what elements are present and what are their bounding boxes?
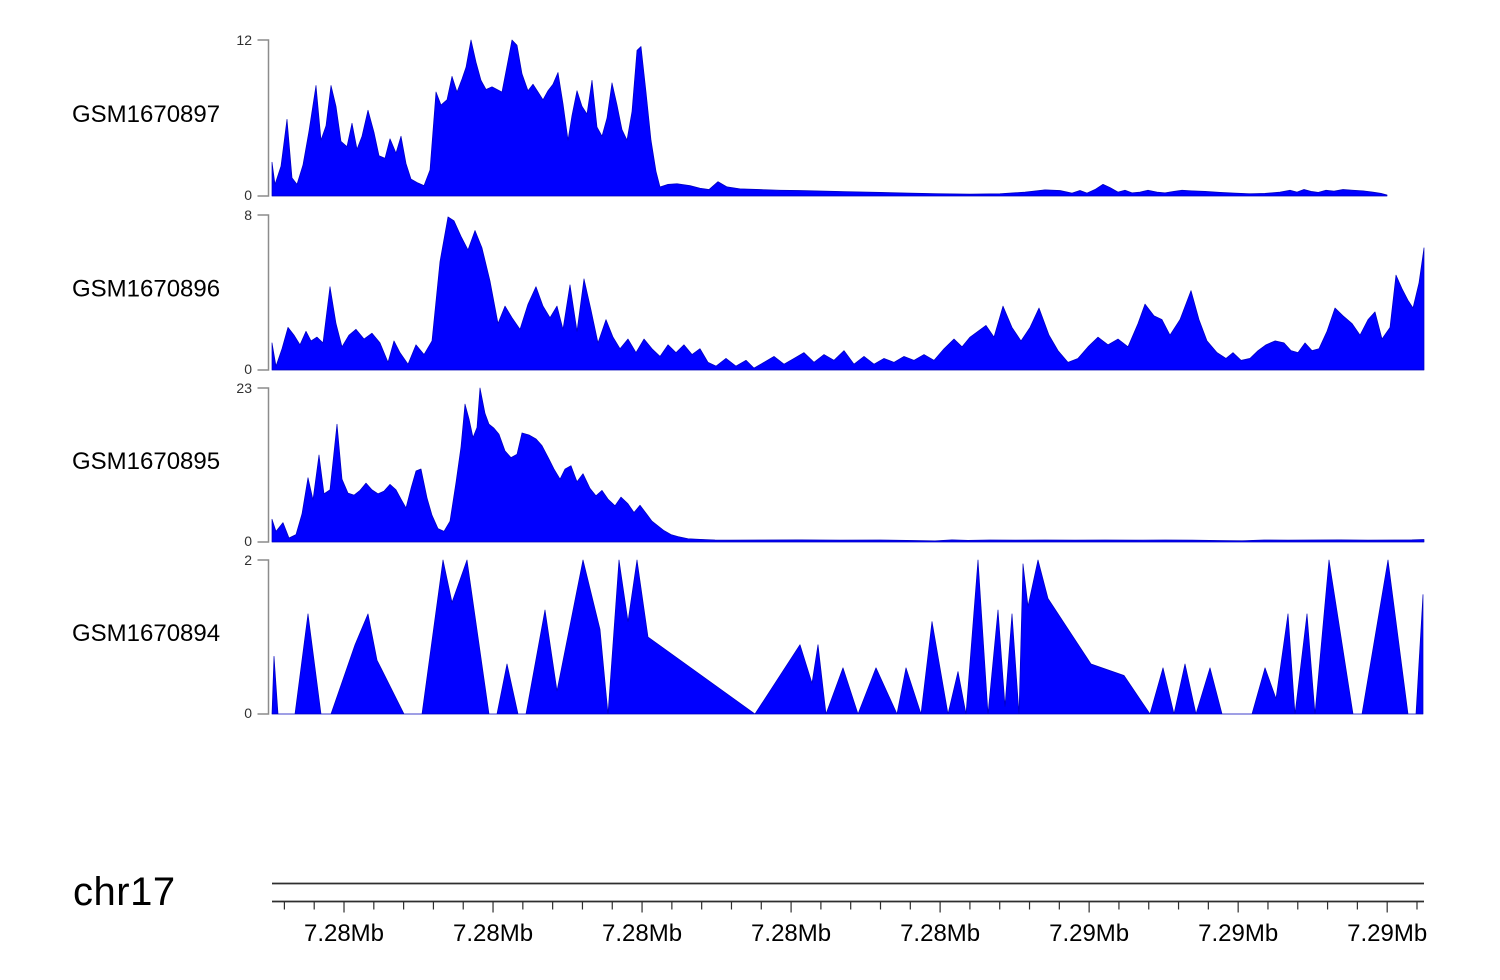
coverage-area <box>271 387 1425 543</box>
y-axis <box>257 39 270 197</box>
chromosome-label: chr17 <box>73 870 176 914</box>
track-GSM1670894: 2 0 GSM1670894 <box>72 552 1424 721</box>
genome-axis-label: 7.29Mb <box>1347 920 1427 947</box>
genome-axis-label: 7.28Mb <box>304 920 384 947</box>
track-label: GSM1670897 <box>72 101 220 128</box>
y-axis <box>257 387 270 543</box>
track-GSM1670895: 23 0 GSM1670895 <box>72 380 1425 549</box>
y-axis-min-label: 0 <box>244 705 252 721</box>
y-axis-min-label: 0 <box>244 361 252 377</box>
genome-axis-label: 7.28Mb <box>751 920 831 947</box>
genome-axis-label: 7.28Mb <box>602 920 682 947</box>
genome-axis-label: 7.28Mb <box>453 920 533 947</box>
y-axis-min-label: 0 <box>244 533 252 549</box>
track-GSM1670896: 8 0 GSM1670896 <box>72 207 1425 377</box>
y-axis-max-label: 2 <box>244 552 252 568</box>
genome-axis-label: 7.29Mb <box>1049 920 1129 947</box>
y-axis-max-label: 12 <box>236 32 252 48</box>
track-label: GSM1670896 <box>72 276 220 303</box>
y-axis <box>257 559 270 715</box>
track-GSM1670897: 12 0 GSM1670897 <box>72 32 1388 203</box>
genome-axis-label: 7.28Mb <box>900 920 980 947</box>
genome-axis: 7.28Mb 7.28Mb 7.28Mb 7.28Mb 7.28Mb 7.29Mb 7.29… <box>272 882 1427 947</box>
track-label: GSM1670894 <box>72 620 220 647</box>
coverage-area <box>271 216 1425 371</box>
genome-axis-label: 7.29Mb <box>1198 920 1278 947</box>
y-axis <box>257 214 270 371</box>
y-axis-min-label: 0 <box>244 187 252 203</box>
y-axis-max-label: 23 <box>236 380 252 396</box>
y-axis-max-label: 8 <box>244 207 252 223</box>
coverage-area <box>271 39 1388 197</box>
track-label: GSM1670895 <box>72 448 220 475</box>
coverage-area <box>271 559 1424 715</box>
